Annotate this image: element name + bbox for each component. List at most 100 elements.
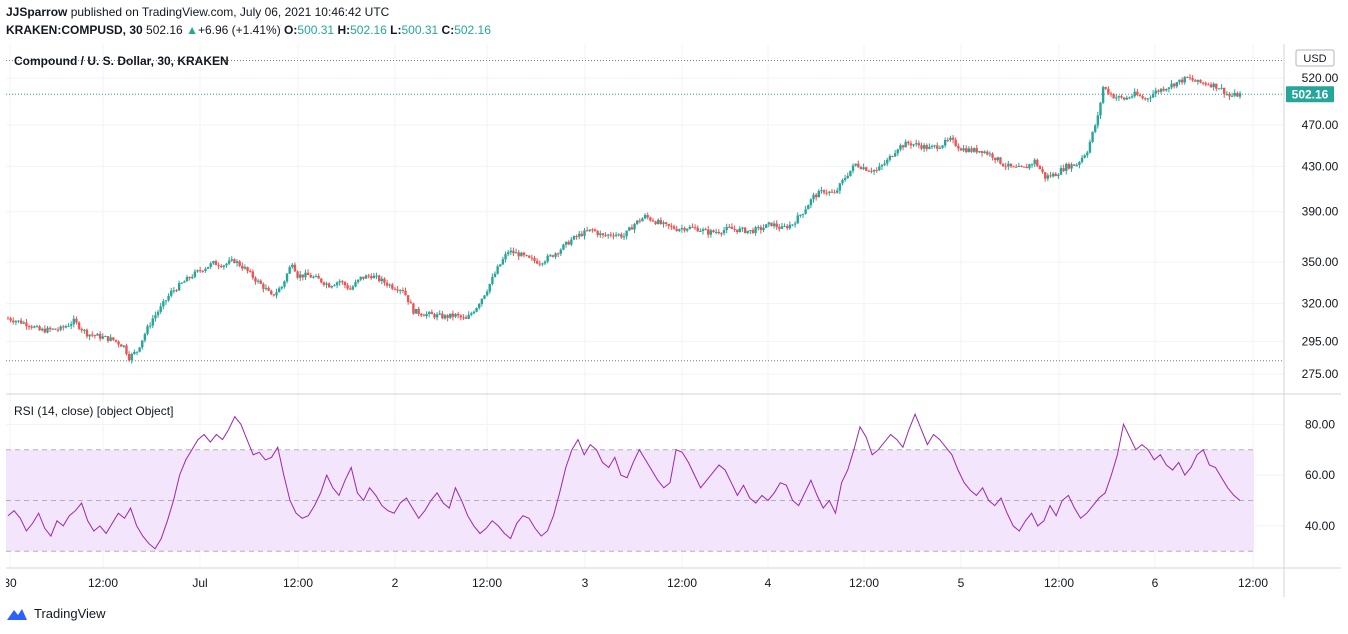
candle <box>1165 88 1168 92</box>
candle <box>591 228 594 233</box>
candle <box>277 286 281 293</box>
candle-body <box>1086 152 1089 156</box>
candle <box>754 225 757 236</box>
candle-body <box>88 334 91 337</box>
candle <box>438 310 441 316</box>
chart-canvas[interactable]: 520.00 470.00 430.00 390.00 350.00 320.00 295.… <box>6 44 1341 597</box>
candle <box>1075 162 1078 167</box>
candle <box>435 312 439 321</box>
candle <box>1117 95 1121 102</box>
candle-body <box>670 225 673 227</box>
candle <box>127 351 131 362</box>
candle <box>972 147 976 153</box>
candle <box>1186 76 1189 78</box>
candle-body <box>12 320 15 323</box>
candle-body <box>928 146 931 149</box>
candle-body <box>896 149 899 154</box>
candle <box>762 224 765 233</box>
candle <box>372 272 376 279</box>
candle <box>412 302 415 315</box>
candle <box>620 232 623 239</box>
candle <box>64 324 68 329</box>
candle <box>101 333 104 340</box>
candle-body <box>43 328 47 333</box>
candle <box>512 247 515 257</box>
candle <box>799 214 802 218</box>
candle-body <box>786 226 789 229</box>
candle <box>593 228 597 232</box>
candle <box>901 144 905 151</box>
candle-body <box>943 139 947 146</box>
candle-body <box>717 231 720 234</box>
price-axis[interactable]: 520.00 470.00 430.00 390.00 350.00 320.00 295.… <box>1302 71 1339 381</box>
candle <box>164 300 168 305</box>
candle-body <box>293 264 297 272</box>
publisher-name[interactable]: JJSparrow <box>6 5 68 19</box>
current-price-badge: 502.16 <box>1286 86 1334 103</box>
candle-body <box>609 234 613 236</box>
candle-body <box>878 166 881 171</box>
candle <box>301 274 305 281</box>
footer-brand[interactable]: TradingView <box>34 606 106 621</box>
candle-body <box>380 278 384 282</box>
candle <box>230 256 233 263</box>
tradingview-logo-icon[interactable] <box>6 607 28 621</box>
candle-body <box>767 222 770 225</box>
candle <box>730 223 734 230</box>
currency-badge[interactable]: USD <box>1295 49 1335 67</box>
candle-body <box>1204 83 1207 85</box>
candle <box>175 288 178 293</box>
candle-body <box>151 318 154 326</box>
candle-body <box>359 276 362 280</box>
candle-body <box>327 283 331 288</box>
candle-body <box>312 276 315 278</box>
candle <box>1012 165 1015 168</box>
candle <box>251 269 255 280</box>
candle-body <box>709 230 713 235</box>
candle <box>14 320 18 326</box>
candle-body <box>891 156 894 158</box>
candle-body <box>138 347 141 352</box>
candle-body <box>443 315 447 319</box>
candle <box>704 227 707 231</box>
candle-body <box>683 228 686 231</box>
candle-body <box>986 151 989 155</box>
candle <box>1144 97 1147 101</box>
candle <box>685 228 689 233</box>
candle <box>262 282 265 293</box>
candle <box>1233 89 1236 98</box>
time-axis[interactable]: 30 12:00 Jul 12:00 2 12:00 3 12:00 4 12:00 5 12:00 6… <box>6 576 1268 590</box>
candle <box>886 157 889 167</box>
candle <box>967 146 971 153</box>
rsi-tick-label: 40.00 <box>1305 519 1335 533</box>
symbol-name[interactable]: KRAKEN:COMPUSD, 30 <box>6 23 143 37</box>
candle <box>48 326 52 332</box>
candle <box>764 224 768 228</box>
candle <box>370 273 373 280</box>
candle <box>1043 172 1047 182</box>
candle-body <box>372 275 376 279</box>
candle <box>959 147 963 151</box>
candle <box>1162 86 1165 92</box>
candle <box>728 224 731 228</box>
candle <box>1088 139 1092 154</box>
candle-body <box>72 318 76 325</box>
symbol-info: KRAKEN:COMPUSD, 30 502.16 ▲+6.96 (+1.41%… <box>6 23 491 37</box>
candle <box>325 281 328 289</box>
candle <box>675 225 678 232</box>
time-tick-label: 12:00 <box>88 576 118 590</box>
candle-body <box>391 284 394 289</box>
candle-body <box>451 313 455 317</box>
rsi-axis[interactable]: 80.00 60.00 40.00 <box>1305 417 1335 533</box>
candle <box>543 260 547 266</box>
candle-body <box>322 282 326 285</box>
candle <box>830 189 834 193</box>
candle <box>499 264 502 267</box>
candle-body <box>1228 94 1231 97</box>
candle <box>751 227 755 234</box>
low-value: 500.31 <box>401 23 439 37</box>
candle-body <box>872 170 876 172</box>
time-tick-label: 2 <box>392 576 399 590</box>
candle <box>970 146 973 153</box>
candle-body <box>517 252 520 257</box>
